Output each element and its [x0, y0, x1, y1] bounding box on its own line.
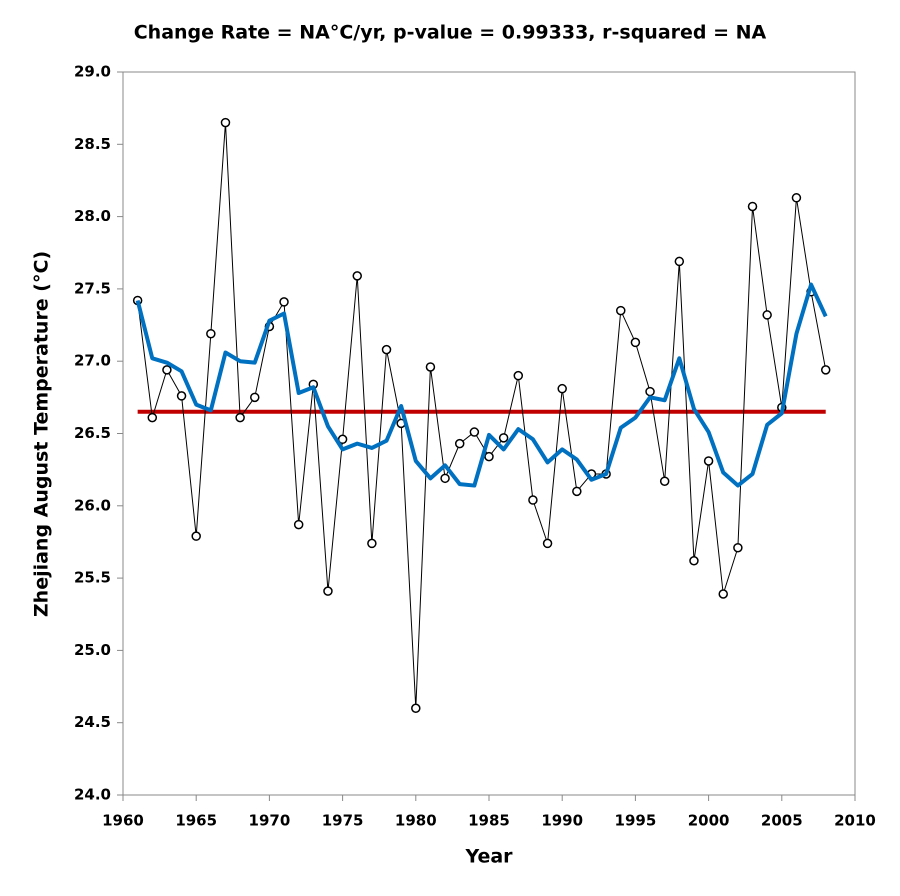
data-point [425, 362, 436, 372]
data-point [206, 328, 216, 339]
data-point [235, 412, 245, 423]
data-point [147, 412, 158, 423]
x-tick-label: 1960 [102, 812, 144, 830]
data-point [191, 531, 201, 541]
data-point [352, 271, 362, 281]
data-point [645, 386, 655, 397]
y-axis-label: Zhejiang August Temperature (°C) [31, 251, 53, 617]
data-point [572, 486, 582, 497]
y-tick-label: 27.5 [74, 279, 111, 297]
data-point [293, 519, 304, 530]
data-point [323, 586, 333, 596]
x-tick-label: 1980 [395, 812, 437, 830]
data-point [484, 451, 494, 462]
data-point [791, 193, 802, 203]
data-point [674, 256, 685, 267]
x-tick-label: 1965 [175, 812, 217, 830]
data-point [381, 344, 392, 355]
data-point [659, 476, 670, 486]
series-line [135, 282, 828, 488]
data-point [747, 201, 758, 212]
y-tick-label: 24.0 [74, 786, 111, 804]
data-point [542, 538, 553, 549]
x-tick-label: 2000 [688, 812, 730, 830]
data-point [220, 117, 231, 128]
data-point [718, 589, 728, 599]
x-tick-label: 1995 [615, 812, 657, 830]
data-point [820, 365, 831, 375]
x-axis-label: Year [464, 846, 513, 868]
y-tick-label: 24.5 [74, 713, 111, 731]
x-tick-label: 2005 [761, 812, 803, 830]
data-point [162, 365, 172, 375]
x-tick-label: 1985 [468, 812, 510, 830]
data-point [630, 337, 641, 348]
x-tick-label: 1990 [541, 812, 583, 830]
data-point [528, 495, 538, 505]
data-point [469, 427, 480, 437]
x-tick-label: 1975 [322, 812, 364, 830]
data-point [454, 438, 465, 449]
data-point [733, 542, 743, 553]
y-tick-label: 28.5 [74, 135, 111, 153]
x-tick-label: 1970 [249, 812, 291, 830]
data-point [337, 434, 348, 445]
data-point [689, 555, 699, 566]
y-tick-label: 26.0 [74, 496, 111, 514]
y-tick-label: 28.0 [74, 207, 111, 225]
y-tick-label: 25.5 [74, 569, 111, 587]
data-point [440, 473, 450, 484]
data-point [279, 297, 289, 307]
x-tick-label: 2010 [834, 812, 876, 830]
data-point [250, 392, 260, 403]
data-point [513, 370, 524, 381]
chart-title: Change Rate = NA°C/yr, p-value = 0.99333… [134, 22, 767, 44]
data-point [616, 305, 626, 316]
y-tick-label: 29.0 [74, 63, 111, 81]
y-tick-label: 26.5 [74, 424, 111, 442]
data-point [557, 383, 567, 394]
data-point [367, 538, 377, 549]
y-tick-label: 25.0 [74, 641, 111, 659]
data-point [176, 391, 187, 401]
data-point [762, 310, 772, 320]
data-point [498, 433, 509, 443]
data-point [411, 703, 421, 713]
data-point [703, 456, 714, 466]
y-tick-label: 27.0 [74, 352, 111, 370]
